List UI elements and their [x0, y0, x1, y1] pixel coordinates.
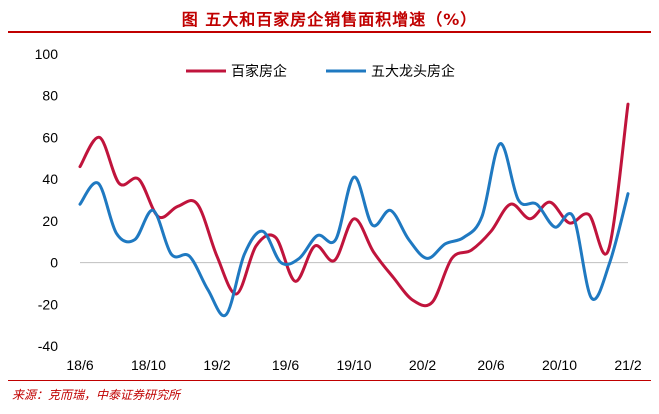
- x-tick-label: 19/2: [203, 357, 230, 373]
- y-tick-label: 60: [42, 129, 58, 145]
- series-line-top5: [78, 142, 630, 318]
- title-divider: [8, 31, 651, 33]
- chart-legend: 百家房企 五大龙头房企: [186, 63, 455, 80]
- y-tick-label: 40: [42, 171, 58, 187]
- legend-label: 五大龙头房企: [371, 63, 455, 80]
- x-tick-label: 21/2: [614, 357, 641, 373]
- x-tick-label: 18/6: [66, 357, 93, 373]
- series-line-top100: [78, 102, 630, 308]
- y-axis-ticks: 100 80 60 40 20 0 -20 -40: [35, 46, 59, 354]
- x-tick-label: 19/6: [272, 357, 299, 373]
- x-tick-label: 20/6: [477, 357, 504, 373]
- x-tick-label: 20/10: [542, 357, 577, 373]
- y-tick-label: 0: [50, 255, 58, 271]
- chart-title: 图 五大和百家房企销售面积增速（%）: [181, 10, 478, 29]
- y-tick-label: 20: [42, 213, 58, 229]
- x-axis-ticks: 18/6 18/10 19/2 19/6 19/10 20/2 20/6 20/10 21/2: [66, 357, 641, 373]
- x-tick-label: 20/2: [409, 357, 436, 373]
- x-tick-label: 19/10: [336, 357, 371, 373]
- y-tick-label: -40: [38, 338, 58, 354]
- x-tick-label: 18/10: [131, 357, 166, 373]
- y-tick-label: -20: [38, 296, 58, 312]
- series-lines: [78, 102, 630, 318]
- y-tick-label: 100: [35, 46, 59, 62]
- source-divider: [8, 380, 651, 381]
- legend-label: 百家房企: [231, 63, 287, 80]
- source-note: 来源：克而瑞，中泰证券研究所: [12, 388, 181, 402]
- y-tick-label: 80: [42, 88, 58, 104]
